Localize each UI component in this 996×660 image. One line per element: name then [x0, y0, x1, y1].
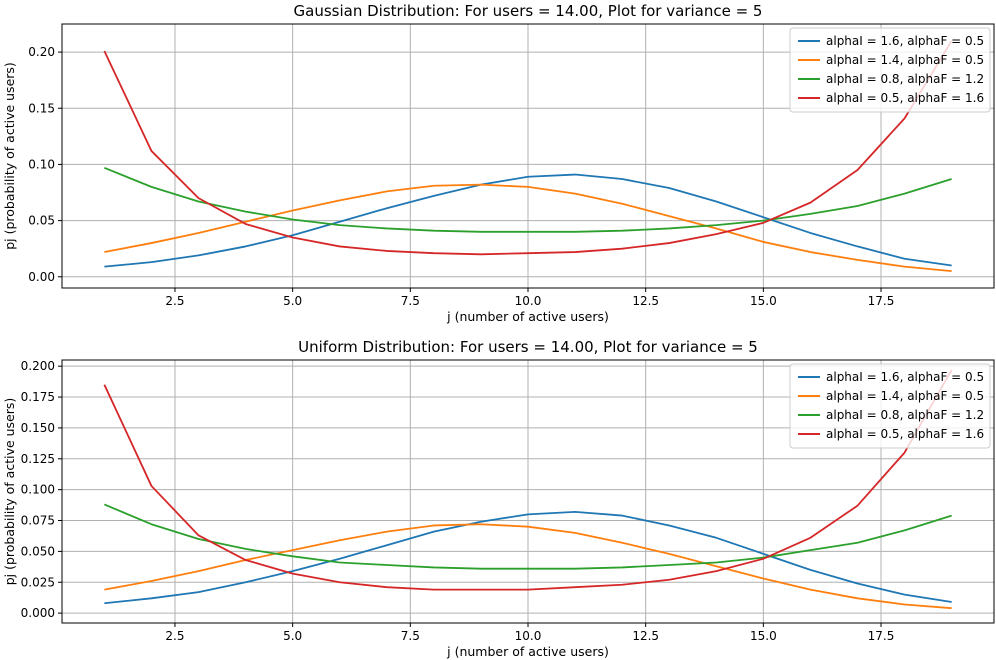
- gaussian-legend-box: [789, 27, 991, 113]
- gaussian-legend-label-1: alphaI = 1.6, alphaF = 0.5: [826, 34, 984, 48]
- uniform-x-tick-label: 2.5: [165, 629, 184, 643]
- uniform-series-group: [103, 369, 953, 610]
- uniform-legend-label-3: alphaI = 0.8, alphaF = 1.2: [826, 408, 984, 422]
- uniform-x-tick-label: 12.5: [632, 629, 659, 643]
- uniform-legend-box: [789, 363, 991, 449]
- uniform-y-tick-label: 0.025: [21, 575, 55, 589]
- gaussian-series-line-3: [104, 166, 952, 233]
- uniform-chart-title: Uniform Distribution: For users = 14.00,…: [298, 338, 758, 356]
- gaussian-y-tick-label: 0.05: [28, 214, 55, 228]
- gaussian-x-tick-label: 12.5: [632, 294, 659, 308]
- uniform-y-tick-label: 0.075: [21, 514, 55, 528]
- gaussian-legend-label-2: alphaI = 1.4, alphaF = 0.5: [826, 53, 984, 67]
- uniform-x-tick-label: 17.5: [868, 629, 895, 643]
- uniform-x-axis-label: j (number of active users): [446, 644, 609, 659]
- uniform-y-tick-label: 0.175: [21, 390, 55, 404]
- uniform-legend-label-1: alphaI = 1.6, alphaF = 0.5: [826, 370, 984, 384]
- uniform-series-line-3: [104, 503, 952, 570]
- gaussian-series-line-4: [103, 40, 953, 256]
- gaussian-legend-label-4: alphaI = 0.5, alphaF = 1.6: [826, 91, 984, 105]
- uniform-y-tick-label: 0.000: [21, 606, 55, 620]
- uniform-y-tick-label: 0.125: [21, 452, 55, 466]
- uniform-x-tick-label: 10.0: [515, 629, 542, 643]
- gaussian-series-line-2: [104, 183, 952, 273]
- gaussian-series-group: [103, 40, 953, 273]
- gaussian-x-tick-label: 5.0: [283, 294, 302, 308]
- uniform-series-line-4: [103, 369, 953, 591]
- gaussian-y-tick-label: 0.15: [28, 101, 55, 115]
- uniform-series-line-1: [104, 510, 952, 605]
- gaussian-y-tick-label: 0.00: [28, 270, 55, 284]
- gaussian-x-tick-label: 2.5: [165, 294, 184, 308]
- uniform-y-axis-label: pj (probability of active users): [2, 398, 17, 586]
- uniform-legend: alphaI = 1.6, alphaF = 0.5 alphaI = 1.4, …: [789, 363, 991, 449]
- uniform-legend-label-2: alphaI = 1.4, alphaF = 0.5: [826, 389, 984, 403]
- uniform-y-tick-label: 0.100: [21, 483, 55, 497]
- uniform-y-tick-label: 0.150: [21, 421, 55, 435]
- uniform-x-tick-label: 7.5: [401, 629, 420, 643]
- uniform-chart-panel: 2.5 5.0 7.5 10.0 12.5 15.0 17.5 0.000 0.025 0.050…: [2, 338, 995, 659]
- gaussian-x-tick-label: 15.0: [750, 294, 777, 308]
- uniform-legend-label-4: alphaI = 0.5, alphaF = 1.6: [826, 427, 984, 441]
- uniform-x-tick-label: 5.0: [283, 629, 302, 643]
- gaussian-x-tick-label: 10.0: [515, 294, 542, 308]
- gaussian-y-tick-label: 0.20: [28, 45, 55, 59]
- uniform-y-tick-label: 0.200: [21, 359, 55, 373]
- uniform-y-tick-label: 0.050: [21, 544, 55, 558]
- gaussian-x-tick-label: 7.5: [401, 294, 420, 308]
- gaussian-x-axis-label: j (number of active users): [446, 309, 609, 324]
- gaussian-legend-label-3: alphaI = 0.8, alphaF = 1.2: [826, 72, 984, 86]
- gaussian-y-tick-label: 0.10: [28, 157, 55, 171]
- gaussian-x-tick-label: 17.5: [868, 294, 895, 308]
- uniform-x-tick-label: 15.0: [750, 629, 777, 643]
- gaussian-chart-title: Gaussian Distribution: For users = 14.00…: [294, 2, 763, 20]
- gaussian-series-line-1: [104, 173, 952, 268]
- gaussian-y-axis-label: pj (probability of active users): [2, 62, 17, 250]
- gaussian-chart-panel: 2.5 5.0 7.5 10.0 12.5 15.0 17.5 0.00 0.05 0.10 0.1…: [2, 2, 995, 324]
- gaussian-legend: alphaI = 1.6, alphaF = 0.5 alphaI = 1.4, …: [789, 27, 991, 113]
